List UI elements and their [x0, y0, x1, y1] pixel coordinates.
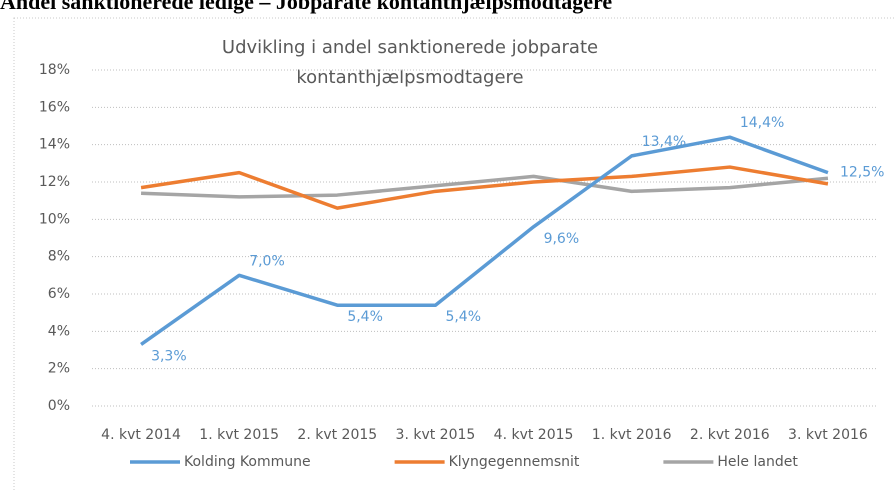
y-tick-label: 14%: [39, 137, 70, 153]
data-label: 5,4%: [445, 309, 481, 325]
data-label: 3,3%: [151, 348, 187, 364]
y-tick-label: 8%: [48, 249, 70, 265]
y-tick-label: 12%: [39, 174, 70, 190]
legend-label: Klyngegennemsnit: [449, 454, 580, 470]
data-label: 7,0%: [249, 253, 285, 269]
legend-label: Hele landet: [717, 454, 798, 470]
data-label: 9,6%: [544, 231, 580, 247]
legend-label: Kolding Kommune: [184, 454, 311, 470]
x-tick-label: 3. kvt 2015: [396, 427, 476, 443]
x-tick-label: 2. kvt 2015: [297, 427, 377, 443]
page-header: Andel sanktionerede ledige – Jobparate k…: [0, 0, 612, 14]
data-label: 13,4%: [642, 134, 686, 150]
x-tick-label: 3. kvt 2016: [788, 427, 868, 443]
y-tick-label: 2%: [48, 361, 70, 377]
x-tick-label: 4. kvt 2015: [494, 427, 574, 443]
data-label: 12,5%: [840, 165, 884, 181]
y-tick-label: 6%: [48, 286, 70, 302]
x-tick-label: 1. kvt 2016: [592, 427, 672, 443]
y-tick-label: 4%: [48, 323, 70, 339]
chart-border: [13, 17, 896, 490]
series-line: [140, 174, 829, 199]
series-line: [140, 135, 829, 346]
data-label: 5,4%: [347, 309, 383, 325]
x-tick-label: 2. kvt 2016: [690, 427, 770, 443]
chart-title: Udvikling i andel sanktionerede jobparat…: [222, 37, 598, 88]
x-tick-label: 4. kvt 2014: [101, 427, 181, 443]
x-tick-label: 1. kvt 2015: [199, 427, 279, 443]
y-tick-label: 16%: [39, 99, 70, 115]
y-tick-label: 18%: [39, 62, 70, 78]
series-line: [140, 165, 829, 210]
data-label: 14,4%: [740, 115, 784, 131]
y-tick-label: 10%: [39, 211, 70, 227]
y-tick-label: 0%: [48, 398, 70, 414]
